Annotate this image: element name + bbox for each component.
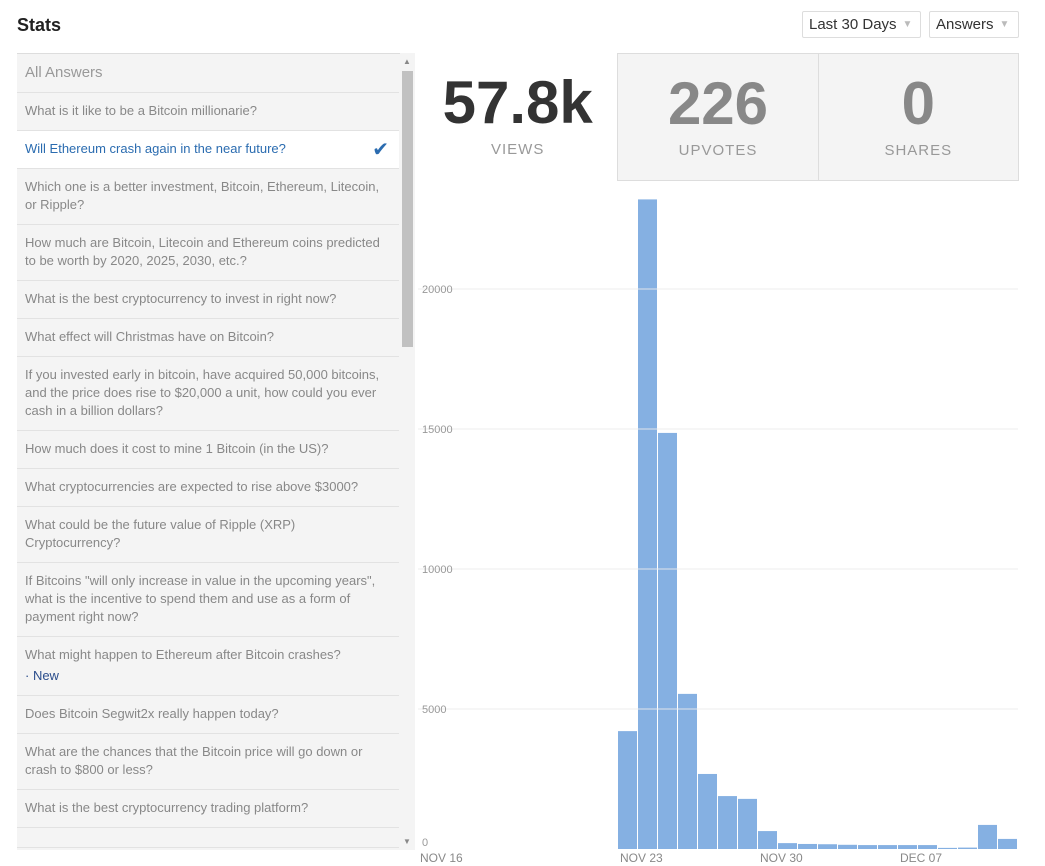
bar[interactable] (918, 845, 937, 849)
list-item-text: How much does it cost to mine 1 Bitcoin … (25, 441, 329, 456)
list-item[interactable]: If you invested early in bitcoin, have a… (17, 357, 399, 431)
list-item-text: What is the best cryptocurrency to inves… (25, 291, 337, 306)
list-item[interactable]: What could be the future value of Ripple… (17, 507, 399, 563)
chevron-down-icon: ▼ (902, 19, 913, 30)
stat-label: SHARES (884, 142, 953, 159)
scrollbar-thumb[interactable] (402, 71, 413, 347)
list-item[interactable]: How much are Bitcoin, Litecoin and Ether… (17, 225, 399, 281)
x-tick-label: NOV 23 (620, 851, 663, 865)
bar[interactable] (638, 199, 657, 849)
date-range-dropdown[interactable]: Last 30 Days ▼ (802, 11, 921, 38)
list-item-text: Which one is a better investment, Bitcoi… (25, 179, 380, 212)
list-item[interactable] (17, 828, 399, 848)
list-item-text: What is it like to be a Bitcoin milliona… (25, 103, 257, 118)
bar[interactable] (678, 693, 697, 849)
list-item[interactable]: What effect will Christmas have on Bitco… (17, 319, 399, 357)
stat-tab-views[interactable]: 57.8k VIEWS (418, 53, 619, 181)
bar[interactable] (798, 843, 817, 849)
list-item[interactable]: What might happen to Ethereum after Bitc… (17, 637, 399, 696)
list-item[interactable]: What are the chances that the Bitcoin pr… (17, 734, 399, 790)
date-range-value: Last 30 Days (809, 16, 897, 33)
content-type-value: Answers (936, 16, 994, 33)
list-scrollbar[interactable]: ▲ ▼ (400, 53, 415, 850)
list-item[interactable]: Will Ethereum crash again in the near fu… (17, 131, 399, 169)
y-tick-label: 0 (422, 837, 428, 849)
checkmark-icon: ✔ (372, 139, 389, 161)
list-item-text: Will Ethereum crash again in the near fu… (25, 141, 286, 156)
stat-value: 226 (667, 70, 769, 137)
x-tick-label: DEC 07 (900, 851, 942, 865)
list-item-text: What might happen to Ethereum after Bitc… (25, 647, 341, 662)
list-item-text: What cryptocurrencies are expected to ri… (25, 479, 359, 494)
list-item-text: Does Bitcoin Segwit2x really happen toda… (25, 706, 279, 721)
bar[interactable] (618, 731, 637, 849)
bar[interactable] (838, 844, 857, 849)
y-tick-label: 20000 (422, 284, 453, 296)
list-item[interactable]: If Bitcoins "will only increase in value… (17, 563, 399, 637)
list-item-text: What are the chances that the Bitcoin pr… (25, 744, 363, 777)
content-type-dropdown[interactable]: Answers ▼ (929, 11, 1019, 38)
bar[interactable] (758, 831, 777, 849)
page-title: Stats (17, 15, 62, 35)
stat-tab-upvotes[interactable]: 226 UPVOTES (618, 53, 819, 181)
bar[interactable] (878, 845, 897, 849)
scroll-up-icon[interactable]: ▲ (403, 57, 411, 66)
bar[interactable] (698, 773, 717, 849)
stat-label: VIEWS (490, 141, 545, 158)
x-tick-label: NOV 30 (760, 851, 803, 865)
list-item[interactable]: What is it like to be a Bitcoin milliona… (17, 93, 399, 131)
list-item-all-answers[interactable]: All Answers (17, 54, 399, 93)
bar[interactable] (818, 844, 837, 849)
list-item-text: If you invested early in bitcoin, have a… (25, 367, 380, 418)
stat-value: 0 (901, 70, 935, 137)
bar[interactable] (898, 845, 917, 849)
list-item-text: What is the best cryptocurrency trading … (25, 800, 309, 815)
bar[interactable] (958, 847, 977, 849)
bar[interactable] (998, 838, 1017, 849)
list-item-text: If Bitcoins "will only increase in value… (25, 573, 376, 624)
bar[interactable] (938, 847, 957, 849)
list-item[interactable]: Which one is a better investment, Bitcoi… (17, 169, 399, 225)
list-item-text: What could be the future value of Ripple… (25, 517, 296, 550)
bar[interactable] (658, 432, 677, 849)
scroll-down-icon[interactable]: ▼ (403, 837, 411, 846)
list-item[interactable]: Does Bitcoin Segwit2x really happen toda… (17, 696, 399, 734)
bar[interactable] (778, 843, 797, 849)
list-item[interactable]: What is the best cryptocurrency trading … (17, 790, 399, 828)
list-item[interactable]: How much does it cost to mine 1 Bitcoin … (17, 431, 399, 469)
list-item-text: How much are Bitcoin, Litecoin and Ether… (25, 235, 380, 268)
stat-tab-shares[interactable]: 0 SHARES (818, 53, 1019, 181)
new-badge: · New (25, 668, 59, 683)
bar[interactable] (738, 798, 757, 849)
stat-label: UPVOTES (678, 142, 758, 159)
list-item-text: What effect will Christmas have on Bitco… (25, 329, 275, 344)
bar[interactable] (858, 845, 877, 849)
list-item[interactable]: What cryptocurrencies are expected to ri… (17, 469, 399, 507)
bar[interactable] (718, 796, 737, 849)
bar[interactable] (978, 824, 997, 849)
list-item[interactable]: What is the best cryptocurrency to inves… (17, 281, 399, 319)
stats-tabs: 57.8k VIEWS 226 UPVOTES 0 SHARES (418, 53, 1019, 181)
chevron-down-icon: ▼ (999, 19, 1010, 30)
answers-list: All Answers What is it like to be a Bitc… (17, 53, 415, 850)
stat-value: 57.8k (442, 69, 593, 136)
x-tick-label: NOV 16 (420, 851, 463, 865)
y-tick-label: 10000 (422, 564, 453, 576)
y-tick-label: 15000 (422, 424, 453, 436)
y-tick-label: 5000 (422, 704, 446, 716)
